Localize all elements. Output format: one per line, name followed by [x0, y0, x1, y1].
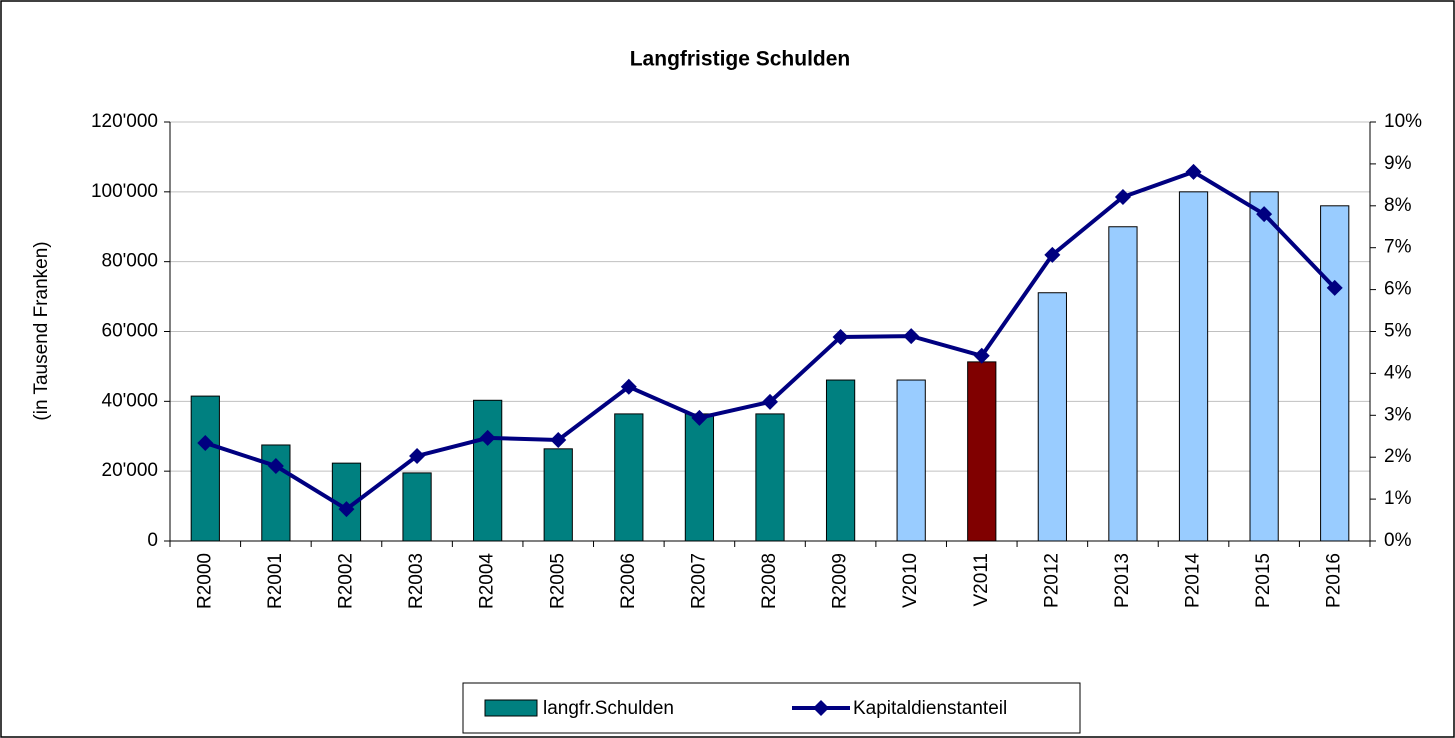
bar [1037, 292, 1067, 542]
x-tick-label: R2003 [406, 553, 427, 609]
bar [896, 379, 926, 542]
line-marker [903, 328, 920, 345]
x-tick-label: R2009 [830, 553, 851, 609]
y-tick-label: 40'000 [102, 390, 158, 411]
x-tick-label: R2002 [335, 553, 356, 609]
line-marker [832, 328, 849, 345]
line-marker [691, 409, 708, 426]
y2-tick-label: 5% [1384, 321, 1412, 342]
y2-tick-label: 4% [1384, 362, 1412, 383]
legend-label: Kapitaldienstanteil [853, 698, 1007, 719]
line-marker [550, 432, 567, 449]
line-marker [1044, 246, 1061, 263]
x-tick-label: R2007 [688, 553, 709, 609]
legend-box [462, 682, 1081, 734]
bar [190, 395, 220, 542]
x-tick-label: R2000 [194, 553, 215, 609]
y2-tick-label: 10% [1384, 111, 1422, 132]
line-marker [1326, 279, 1343, 296]
legend-label: langfr.Schulden [543, 698, 674, 719]
line-marker [762, 393, 778, 410]
x-tick-label: P2015 [1253, 553, 1274, 608]
line-marker [338, 501, 355, 518]
y2-tick-label: 1% [1384, 488, 1412, 509]
bar [473, 399, 503, 542]
y2-tick-label: 2% [1384, 446, 1412, 467]
y-tick-label: 60'000 [102, 321, 158, 342]
line-marker [267, 457, 284, 474]
bar [684, 413, 715, 542]
bar [1320, 205, 1350, 542]
y2-tick-label: 9% [1384, 153, 1412, 174]
x-tick-label: P2014 [1183, 553, 1204, 608]
legend-swatch [484, 699, 538, 717]
y2-tick-label: 0% [1384, 530, 1412, 551]
bar [402, 472, 432, 542]
bar [755, 413, 785, 542]
x-tick-label: R2008 [759, 553, 780, 609]
line-marker [620, 378, 637, 395]
x-tick-label: R2001 [265, 553, 286, 609]
line-marker [197, 434, 214, 451]
y2-tick-label: 7% [1384, 237, 1412, 258]
y-tick-label: 100'000 [91, 181, 158, 202]
line-marker [409, 447, 426, 464]
y2-tick-label: 8% [1384, 195, 1412, 216]
legend-swatch [813, 700, 829, 716]
bar [1249, 191, 1279, 542]
x-tick-label: V2011 [971, 553, 992, 607]
x-tick-label: V2010 [900, 553, 921, 608]
line-marker [1185, 163, 1202, 180]
x-tick-label: R2005 [547, 553, 568, 609]
bar [967, 361, 997, 542]
y-axis-label: (in Tausend Franken) [31, 241, 52, 420]
y-tick-label: 20'000 [102, 460, 158, 481]
x-tick-label: R2004 [477, 553, 498, 609]
line-marker [1256, 206, 1273, 223]
y-tick-label: 0 [147, 530, 158, 551]
y2-tick-label: 6% [1384, 279, 1412, 300]
bar [825, 379, 856, 542]
y-tick-label: 80'000 [102, 251, 158, 272]
bar [614, 413, 644, 542]
bar [543, 448, 573, 542]
bar [1108, 226, 1138, 542]
y-tick-label: 120'000 [91, 111, 158, 132]
x-tick-label: R2006 [618, 553, 639, 609]
x-tick-label: P2016 [1324, 553, 1345, 608]
line-marker [1114, 189, 1131, 206]
x-tick-label: P2012 [1041, 553, 1062, 608]
bar [1178, 191, 1209, 542]
x-tick-label: P2013 [1112, 553, 1133, 608]
chart-title: Langfristige Schulden [630, 48, 851, 71]
line-marker [973, 347, 990, 364]
line-marker [479, 429, 496, 446]
y2-tick-label: 3% [1384, 404, 1412, 425]
